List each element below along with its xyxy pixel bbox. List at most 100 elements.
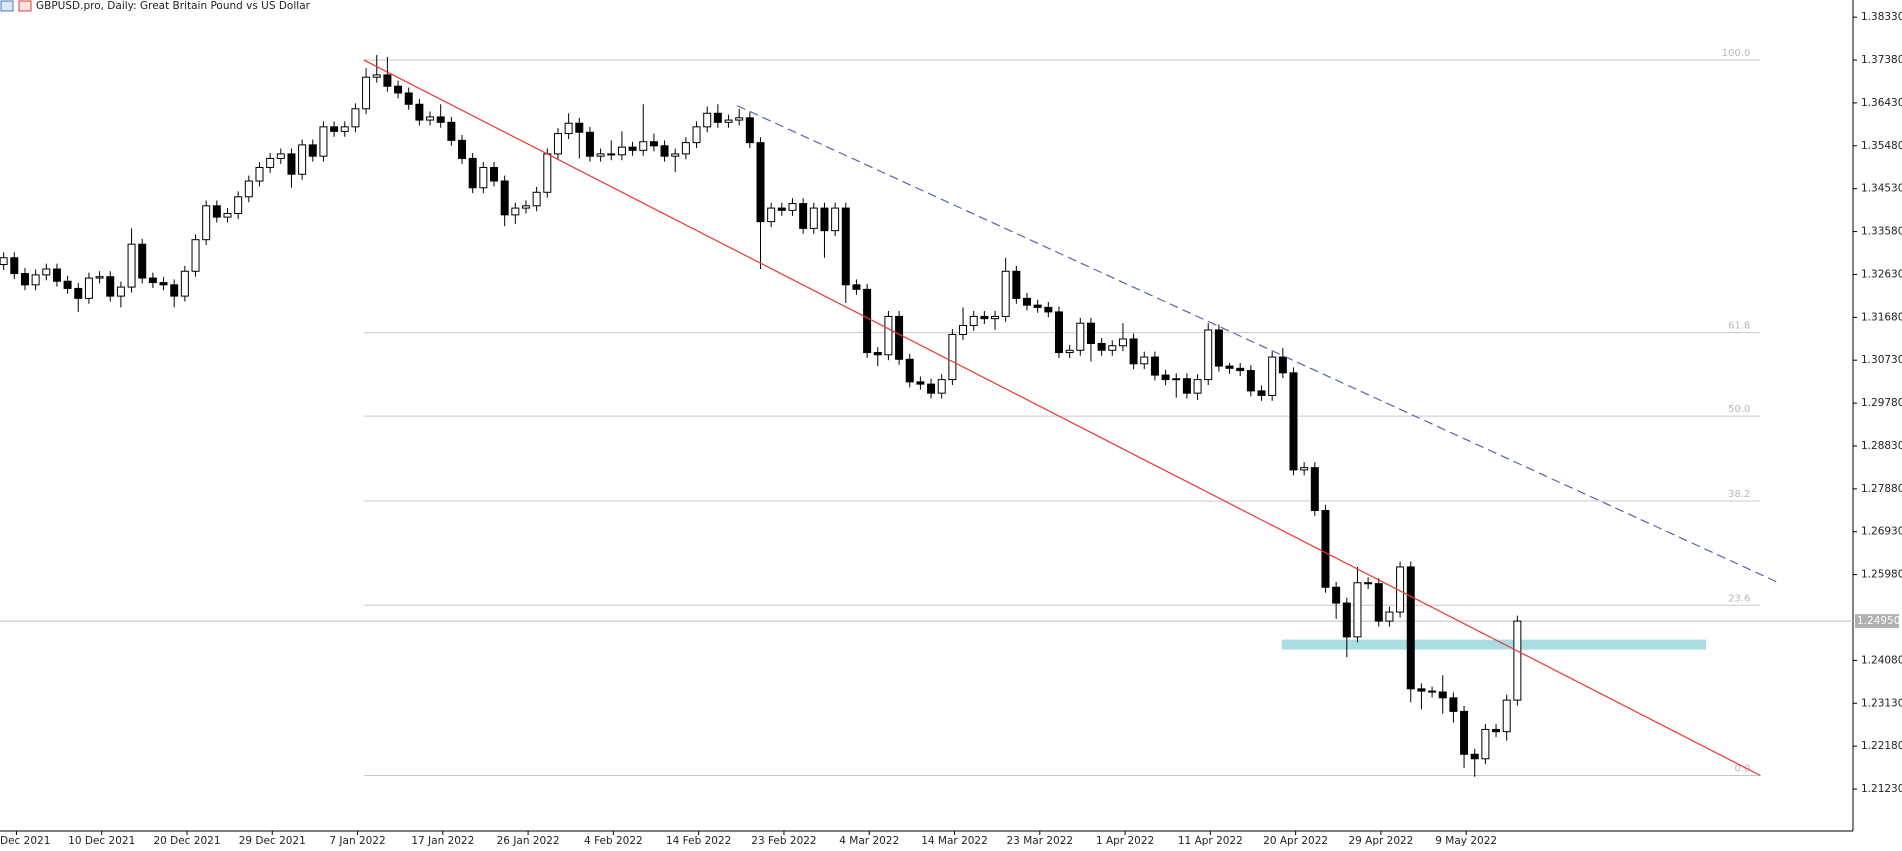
y-tick-label: 1.38330 bbox=[1861, 11, 1902, 23]
candle-body bbox=[1406, 566, 1415, 690]
candle-body bbox=[1065, 349, 1074, 354]
candle-body bbox=[223, 213, 232, 218]
candle-body bbox=[948, 333, 957, 381]
y-tick-label: 1.26930 bbox=[1861, 526, 1902, 538]
fibo-label: 38.2 bbox=[1728, 489, 1750, 500]
x-tick-label: 17 Jan 2022 bbox=[411, 835, 474, 847]
fibo-label: 23.6 bbox=[1728, 593, 1750, 604]
candle-body bbox=[937, 379, 946, 394]
x-tick-label: 14 Feb 2022 bbox=[666, 835, 731, 847]
candle-body bbox=[607, 153, 616, 156]
candle-body bbox=[31, 274, 40, 286]
candle-body bbox=[713, 112, 722, 123]
candle-body bbox=[521, 205, 530, 209]
candle-body bbox=[0, 257, 8, 266]
candle-body bbox=[724, 119, 733, 123]
candle-body bbox=[351, 108, 360, 128]
candle-body bbox=[319, 126, 328, 157]
candle-body bbox=[426, 116, 435, 121]
candle-body bbox=[266, 157, 275, 168]
candle-body bbox=[1129, 338, 1138, 365]
y-tick-label: 1.34530 bbox=[1861, 183, 1902, 195]
y-tick-label: 1.28830 bbox=[1861, 440, 1902, 452]
candle-body bbox=[532, 191, 541, 207]
candle-body bbox=[575, 122, 584, 133]
candle-body bbox=[1268, 356, 1277, 396]
candle-body bbox=[1364, 582, 1373, 585]
candle-body bbox=[372, 74, 381, 78]
candle-body bbox=[1332, 586, 1341, 604]
candle-body bbox=[212, 205, 221, 218]
candle-body bbox=[191, 239, 200, 272]
candle-body bbox=[660, 145, 669, 157]
candle-body bbox=[340, 126, 349, 132]
menu-icon[interactable] bbox=[0, 0, 14, 12]
candle-body bbox=[394, 85, 403, 94]
candle-body bbox=[180, 270, 189, 297]
candle-body bbox=[1513, 620, 1522, 701]
candle-body bbox=[671, 153, 680, 157]
x-tick-label: 26 Jan 2022 bbox=[497, 835, 560, 847]
candle-body bbox=[916, 381, 925, 385]
candle-body bbox=[1470, 753, 1479, 760]
candle-body bbox=[415, 103, 424, 121]
candle-body bbox=[1023, 297, 1031, 306]
zone bbox=[1281, 639, 1707, 650]
candle-body bbox=[170, 284, 179, 297]
candle-body bbox=[1300, 467, 1309, 471]
candle-body bbox=[543, 153, 552, 193]
current-price-box bbox=[1855, 614, 1899, 629]
candle-body bbox=[468, 157, 477, 189]
candle-body bbox=[234, 196, 243, 215]
y-tick-label: 1.32630 bbox=[1861, 268, 1902, 280]
candle-body bbox=[138, 243, 147, 279]
candle-body bbox=[362, 76, 371, 110]
candle-body bbox=[969, 315, 978, 326]
x-tick-label: 7 Jan 2022 bbox=[329, 835, 385, 847]
candle-body bbox=[436, 116, 445, 123]
candle-body bbox=[244, 180, 253, 198]
y-tick-label: 1.29780 bbox=[1861, 397, 1902, 409]
candle-body bbox=[10, 257, 19, 275]
candle-body bbox=[458, 139, 467, 159]
candle-body bbox=[148, 277, 157, 284]
x-tick-label: 9 May 2022 bbox=[1435, 835, 1497, 847]
x-tick-label: 10 Dec 2021 bbox=[68, 835, 135, 847]
candle-body bbox=[820, 207, 829, 232]
x-tick-label: 14 Mar 2022 bbox=[921, 835, 988, 847]
candle-body bbox=[1193, 379, 1202, 394]
y-tick-label: 1.25980 bbox=[1861, 569, 1902, 581]
x-tick-label: 29 Dec 2021 bbox=[239, 835, 306, 847]
candle-body bbox=[1225, 365, 1234, 369]
candle-body bbox=[1374, 583, 1383, 622]
candle-body bbox=[1033, 304, 1042, 308]
candle-body bbox=[959, 324, 968, 335]
candle-body bbox=[1140, 356, 1149, 365]
y-tick-label: 1.30730 bbox=[1861, 354, 1902, 366]
candle-body bbox=[1289, 372, 1298, 471]
candle-body bbox=[1438, 691, 1447, 699]
x-tick-label: Dec 2021 bbox=[0, 835, 50, 847]
candle-body bbox=[287, 153, 296, 175]
y-tick-label: 1.22180 bbox=[1861, 740, 1902, 752]
x-tick-label: 11 Apr 2022 bbox=[1178, 835, 1243, 847]
candle-body bbox=[1097, 343, 1106, 351]
candle-body bbox=[1118, 338, 1127, 347]
candle-body bbox=[511, 207, 520, 216]
candle-body bbox=[1460, 710, 1469, 755]
current-price-label: 1.24950 bbox=[1857, 615, 1900, 627]
candle-body bbox=[1108, 345, 1117, 351]
candle-body bbox=[1086, 322, 1095, 345]
candle-body bbox=[1492, 728, 1501, 733]
candle-body bbox=[831, 207, 840, 232]
candle-body bbox=[564, 122, 573, 135]
candle-body bbox=[1449, 697, 1458, 712]
candle-body bbox=[1257, 390, 1266, 396]
candle-body bbox=[1310, 467, 1319, 512]
candle-body bbox=[585, 131, 594, 157]
chart-icon[interactable] bbox=[18, 0, 32, 12]
candle-body bbox=[1417, 688, 1426, 692]
y-tick-label: 1.36430 bbox=[1861, 97, 1902, 109]
candle-body bbox=[777, 207, 786, 211]
candle-body bbox=[681, 142, 690, 155]
